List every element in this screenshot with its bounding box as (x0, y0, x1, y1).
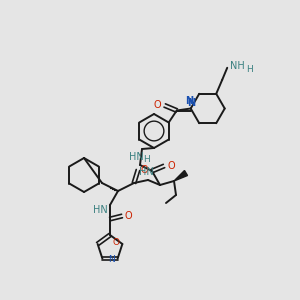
Text: HN: HN (139, 167, 153, 177)
Text: O: O (113, 238, 120, 247)
Text: O: O (167, 161, 175, 171)
Text: O: O (154, 100, 161, 110)
Text: N: N (185, 97, 193, 106)
Text: HN: HN (93, 205, 107, 215)
Text: O: O (124, 211, 132, 221)
Polygon shape (174, 170, 188, 181)
Text: N: N (187, 98, 195, 109)
Text: H: H (246, 65, 253, 74)
Text: N: N (108, 255, 115, 264)
Text: O: O (140, 165, 148, 175)
Text: NH: NH (230, 61, 244, 71)
Text: HN: HN (129, 152, 143, 162)
Text: H: H (142, 155, 149, 164)
